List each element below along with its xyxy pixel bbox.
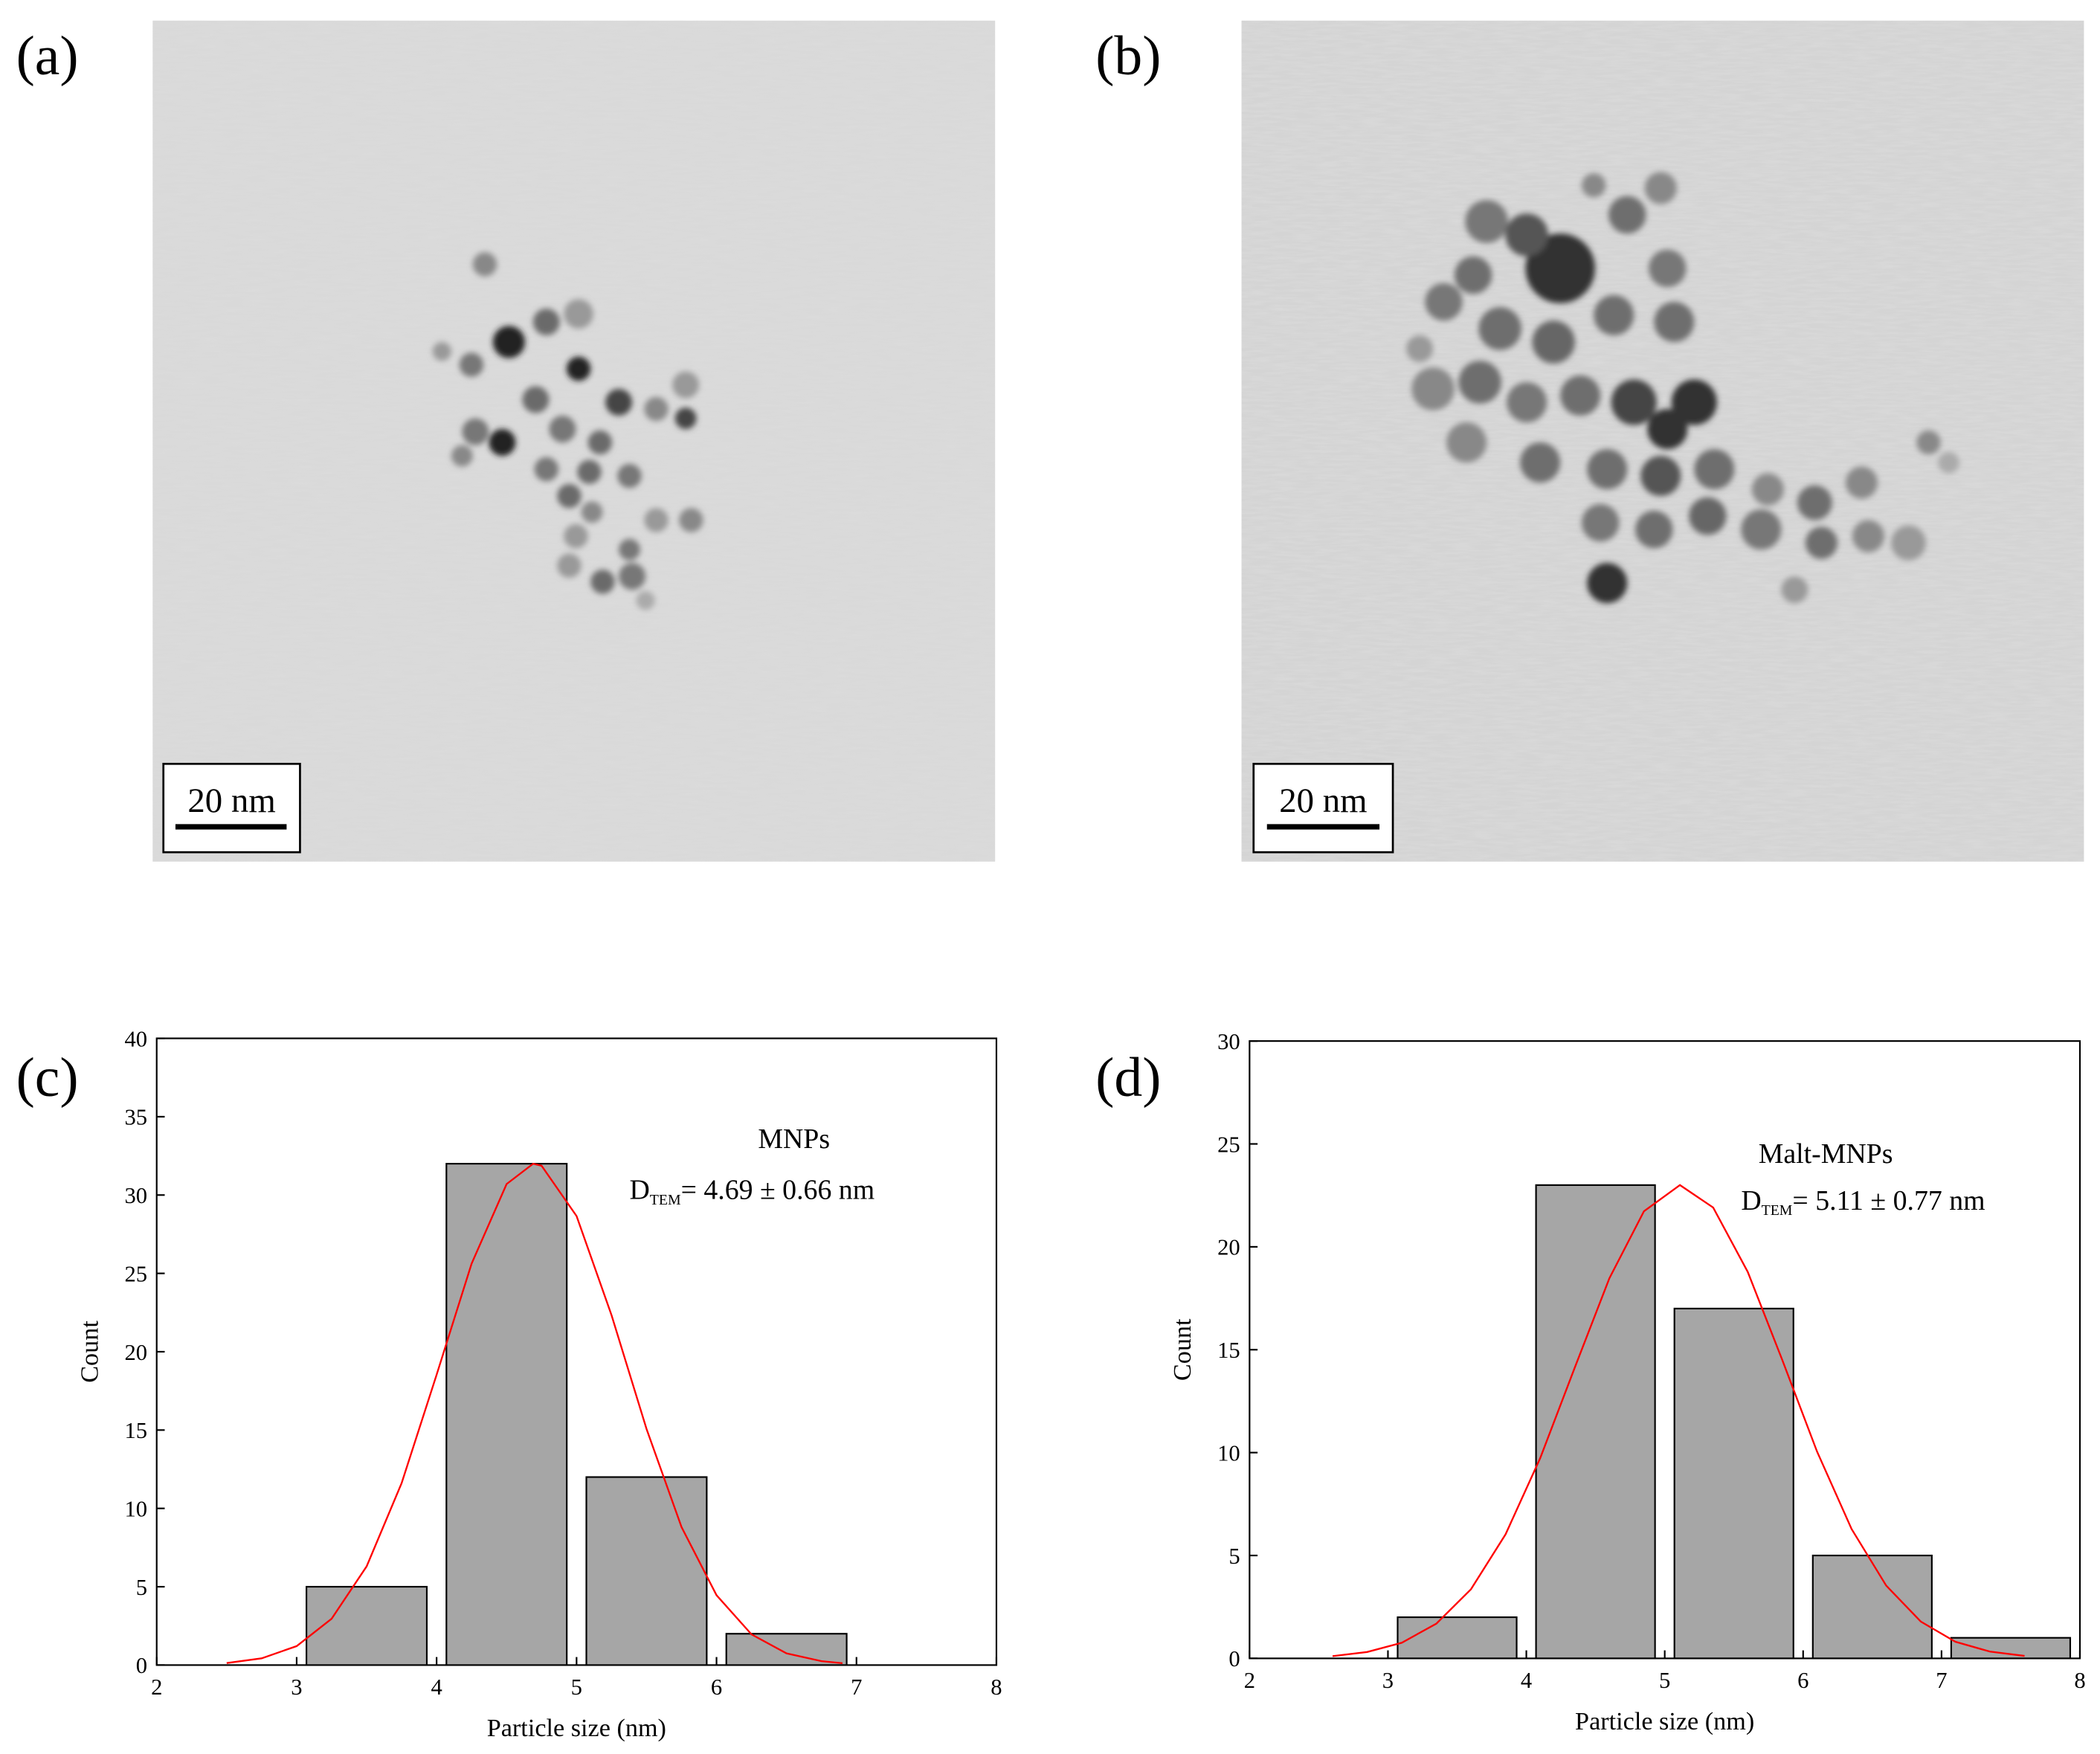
panel-label: (b) xyxy=(1095,25,1161,87)
y-tick-label: 15 xyxy=(1217,1338,1240,1363)
fit-curve xyxy=(1332,1184,2025,1657)
x-tick-label: 8 xyxy=(2074,1668,2085,1693)
plot-frame xyxy=(155,1037,998,1666)
y-tick-label: 0 xyxy=(136,1653,147,1678)
y-tick-label: 10 xyxy=(1217,1440,1240,1466)
y-axis-title: Count xyxy=(76,1321,103,1383)
bar xyxy=(445,1163,568,1666)
x-tick-label: 5 xyxy=(1659,1668,1670,1693)
bar xyxy=(1397,1616,1518,1660)
bar xyxy=(1535,1184,1656,1660)
fit-label: DTEM= 5.11 ± 0.77 nm xyxy=(1741,1185,1985,1219)
y-tick-label: 30 xyxy=(1217,1029,1240,1054)
x-tick-label: 8 xyxy=(991,1674,1002,1700)
bar xyxy=(306,1585,428,1666)
y-tick-label: 20 xyxy=(1217,1235,1240,1260)
y-tick-label: 5 xyxy=(136,1575,147,1600)
panel-label: (a) xyxy=(16,25,79,87)
fit-label: DTEM= 4.69 ± 0.66 nm xyxy=(629,1175,875,1208)
x-axis-title: Particle size (nm) xyxy=(487,1715,666,1742)
tem-image-b xyxy=(1241,20,2084,862)
fit-subscript: TEM xyxy=(650,1192,681,1208)
fit-symbol: D xyxy=(629,1175,649,1206)
tem-image-a xyxy=(152,20,996,862)
y-tick-label: 35 xyxy=(125,1105,148,1130)
fit-text: = 4.69 ± 0.66 nm xyxy=(681,1175,875,1206)
x-tick-label: 7 xyxy=(1936,1668,1947,1693)
x-tick-label: 4 xyxy=(431,1674,442,1700)
y-tick-label: 20 xyxy=(125,1340,148,1365)
y-tick-label: 5 xyxy=(1228,1544,1240,1569)
scale-bar-label: 20 nm xyxy=(187,781,275,820)
y-axis-title: Count xyxy=(1169,1318,1196,1381)
y-tick-label: 15 xyxy=(125,1418,148,1443)
fit-curve xyxy=(226,1162,843,1665)
x-tick-label: 2 xyxy=(1244,1668,1255,1693)
y-tick-label: 0 xyxy=(1228,1646,1240,1671)
fit-subscript: TEM xyxy=(1762,1202,1793,1219)
fit-symbol: D xyxy=(1741,1185,1761,1216)
fit-text: = 5.11 ± 0.77 nm xyxy=(1792,1185,1985,1216)
x-tick-label: 3 xyxy=(1382,1668,1394,1693)
y-tick-label: 25 xyxy=(125,1261,148,1286)
bar xyxy=(1950,1637,2072,1660)
x-tick-label: 2 xyxy=(151,1674,162,1700)
bar xyxy=(585,1476,708,1666)
bar xyxy=(725,1633,848,1666)
bar xyxy=(1673,1307,1794,1660)
x-tick-label: 3 xyxy=(291,1674,302,1700)
panel-label: (d) xyxy=(1095,1047,1161,1109)
x-tick-label: 4 xyxy=(1521,1668,1532,1693)
x-tick-label: 7 xyxy=(851,1674,862,1700)
annotation: MNPs xyxy=(758,1123,830,1155)
y-tick-label: 25 xyxy=(1217,1132,1240,1157)
plot-frame xyxy=(1249,1040,2081,1660)
x-tick-label: 5 xyxy=(571,1674,582,1700)
panel-label: (c) xyxy=(16,1047,79,1109)
x-axis-title: Particle size (nm) xyxy=(1575,1708,1754,1735)
y-tick-label: 10 xyxy=(125,1496,148,1521)
y-tick-label: 30 xyxy=(125,1183,148,1208)
x-tick-label: 6 xyxy=(1797,1668,1808,1693)
bar xyxy=(1811,1554,1933,1660)
scale-bar-label: 20 nm xyxy=(1279,781,1367,820)
annotation: Malt-MNPs xyxy=(1759,1138,1893,1170)
x-tick-label: 6 xyxy=(711,1674,722,1700)
y-tick-label: 40 xyxy=(125,1026,148,1051)
